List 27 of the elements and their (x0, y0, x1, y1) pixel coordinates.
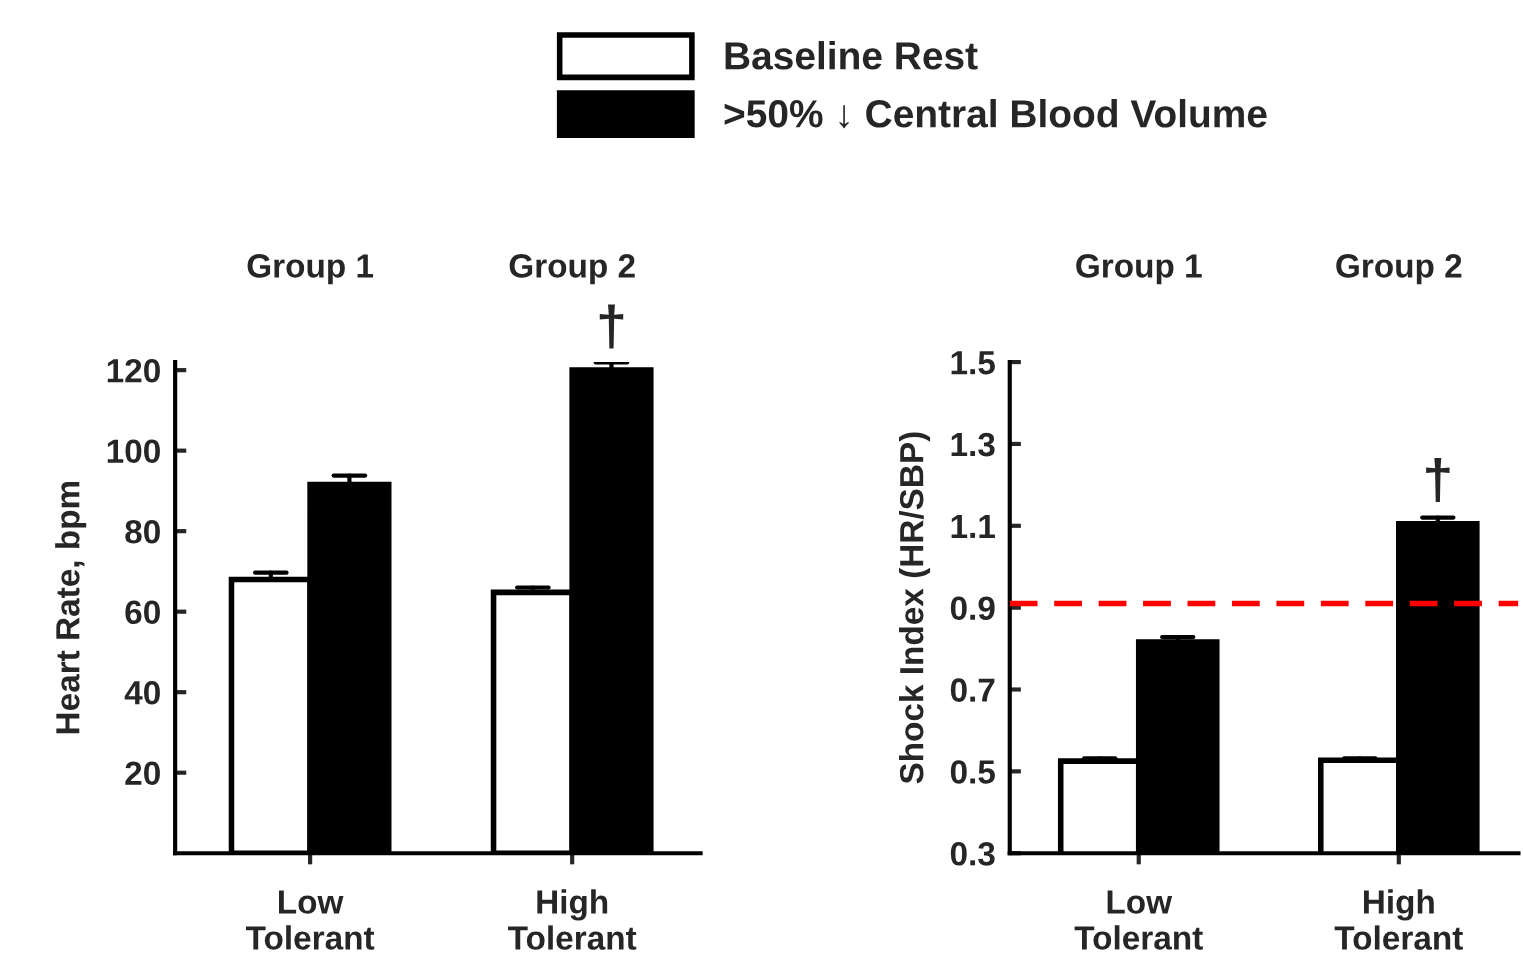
y-tick-label: 1.5 (951, 351, 995, 375)
y-tick-label: 80 (125, 519, 160, 544)
text: Group 2 (509, 254, 635, 285)
legend-label: >50% ↓ Central Blood Volume (724, 98, 1267, 129)
y-tick-label: 20 (125, 761, 160, 786)
y-tick-label: 0.7 (950, 678, 995, 702)
y-axis-title: Shock Index (HR/SBP) (899, 432, 931, 784)
y-tick-label: 0.5 (950, 760, 995, 784)
y-tick-label: 0.9 (950, 596, 995, 621)
x-tick-label: Low Tolerant (1074, 890, 1203, 950)
y-tick-label: 40 (124, 680, 160, 705)
y-tick-label: 0.3 (950, 842, 995, 866)
y-tick-label: 100 (107, 439, 160, 464)
text: Group 1 (247, 254, 374, 285)
text: Group 2 (1336, 254, 1462, 285)
annotation: † (599, 304, 624, 349)
y-axis-title: Heart Rate, bpm (55, 481, 87, 734)
y-tick-label: 1.3 (951, 432, 995, 457)
y-tick-label: 120 (107, 358, 160, 383)
legend-label: Baseline Rest (725, 41, 978, 70)
x-tick-label: High Tolerant (508, 889, 637, 950)
y-tick-label: 1.1 (951, 514, 995, 538)
text: Group 1 (1076, 254, 1202, 285)
annotation: † (1426, 458, 1450, 503)
x-tick-label: High Tolerant (1334, 889, 1463, 950)
y-tick-label: 60 (125, 600, 160, 625)
x-tick-label: Low Tolerant (245, 890, 375, 950)
